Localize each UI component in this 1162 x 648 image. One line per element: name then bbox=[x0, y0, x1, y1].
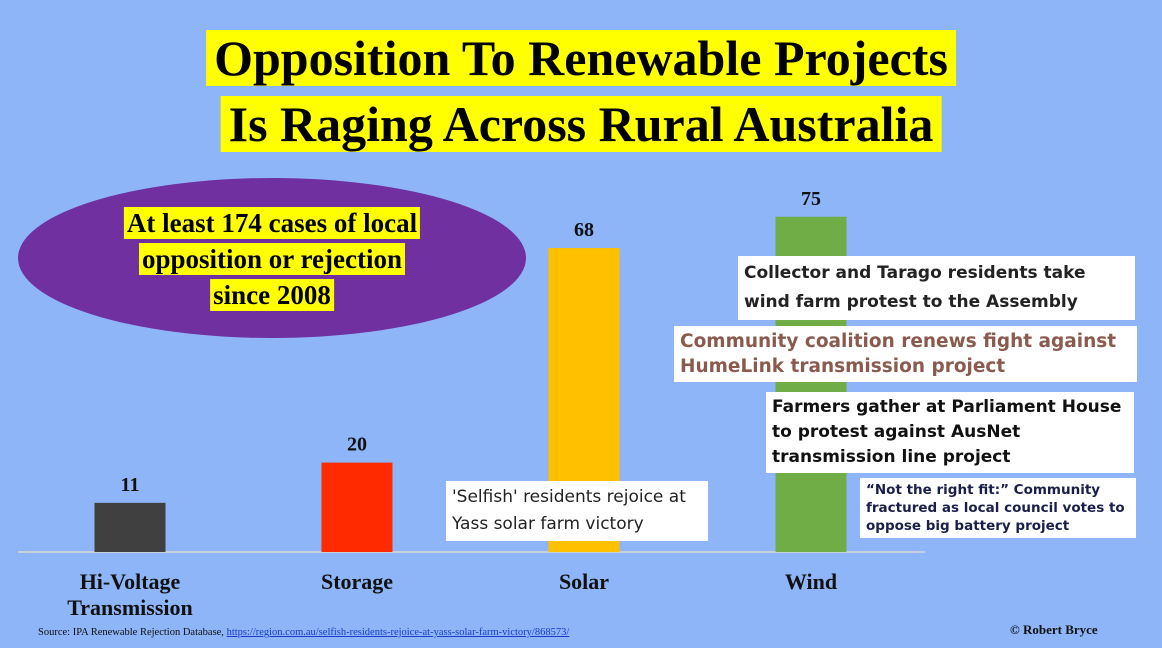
credit-label: © Robert Bryce bbox=[1010, 622, 1098, 637]
headline-humelink: Community coalition renews fight against… bbox=[674, 326, 1137, 382]
source-note: Source: IPA Renewable Rejection Database… bbox=[38, 627, 569, 638]
category-label-0-1: Transmission bbox=[67, 595, 193, 620]
data-label-0: 11 bbox=[121, 474, 140, 496]
chart-title-line-1: Opposition To Renewable Projects bbox=[206, 30, 956, 86]
headline-collector-wind-farm: Collector and Tarago residents take wind… bbox=[738, 256, 1135, 320]
category-label-0-0: Hi-Voltage bbox=[80, 569, 181, 594]
bar-0 bbox=[94, 502, 166, 552]
callout-line-2: opposition or rejection bbox=[139, 243, 405, 275]
source-link[interactable]: https://region.com.au/selfish-residents-… bbox=[226, 627, 570, 638]
headline-big-battery: “Not the right fit:” Community fractured… bbox=[860, 478, 1136, 538]
chart-title-line-2: Is Raging Across Rural Australia bbox=[220, 96, 942, 152]
data-label-3: 75 bbox=[801, 188, 821, 210]
data-label-1: 20 bbox=[347, 434, 367, 456]
callout-line-3: since 2008 bbox=[210, 279, 334, 311]
data-label-2: 68 bbox=[574, 219, 594, 241]
category-label-2-0: Solar bbox=[559, 569, 609, 594]
callout-line-1: At least 174 cases of local bbox=[123, 207, 421, 239]
source-prefix: Source: IPA Renewable Rejection Database… bbox=[38, 627, 227, 638]
bar-1 bbox=[321, 462, 393, 552]
category-label-1-0: Storage bbox=[321, 569, 393, 594]
headline-ausnet: Farmers gather at Parliament House to pr… bbox=[766, 392, 1134, 473]
headline-yass-solar: 'Selfish' residents rejoice at Yass sola… bbox=[446, 481, 708, 541]
category-label-3-0: Wind bbox=[785, 569, 837, 594]
